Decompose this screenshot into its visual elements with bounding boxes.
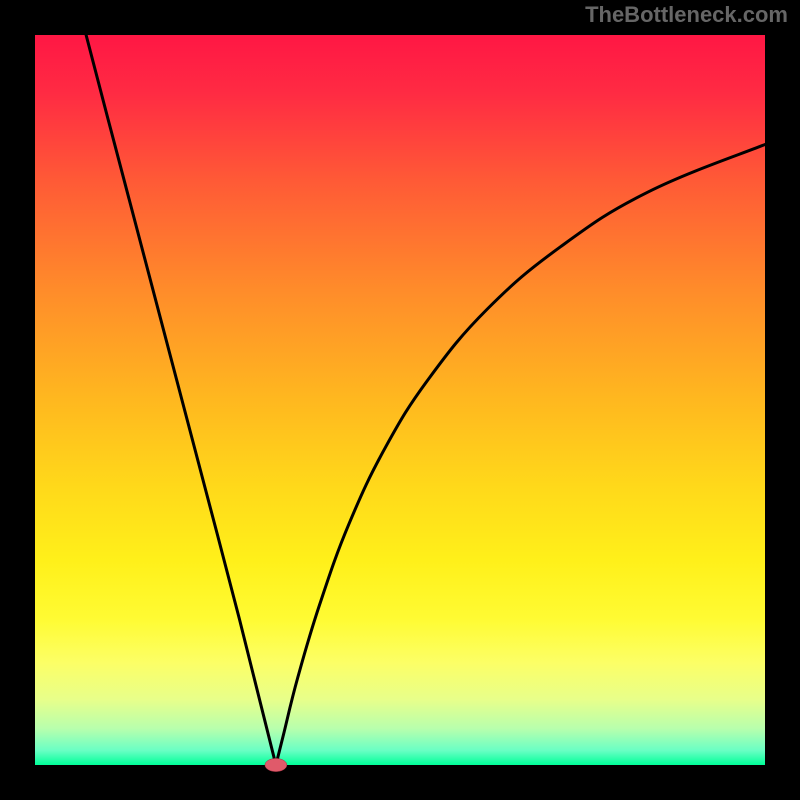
plot-background <box>35 35 765 765</box>
bottleneck-chart <box>0 0 800 800</box>
chart-svg <box>0 0 800 800</box>
optimum-marker <box>265 758 287 771</box>
watermark-text: TheBottleneck.com <box>585 2 788 28</box>
